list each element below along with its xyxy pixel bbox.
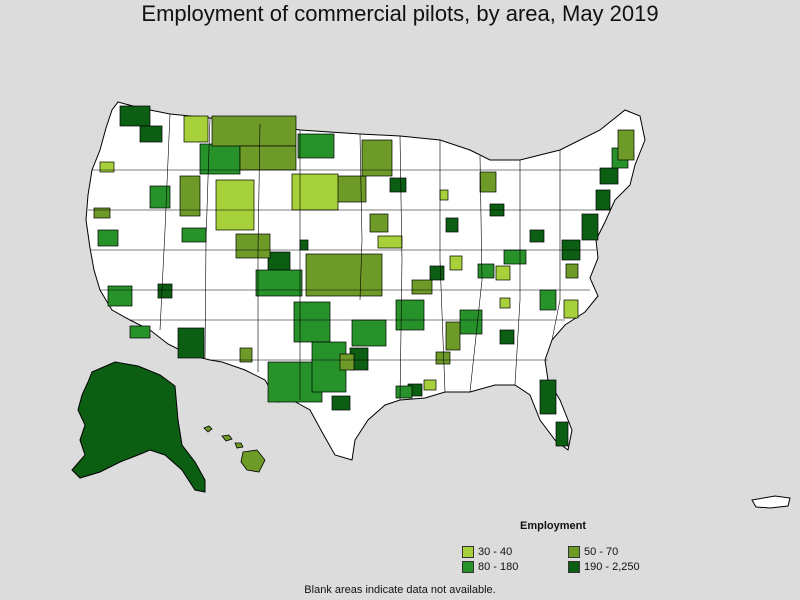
legend-item-50-70: 50 - 70 (568, 546, 678, 558)
legend-item-80-180: 80 - 180 (462, 561, 568, 573)
alaska-land (71, 361, 206, 493)
map-legend: Employment 30 - 40 50 - 70 80 - 180 190 … (462, 520, 662, 573)
areas-80-180 (97, 133, 629, 403)
areas-190-2250 (119, 105, 619, 447)
puerto-rico-land (751, 495, 791, 509)
hawaii-islands (203, 425, 266, 473)
legend-label: 50 - 70 (584, 546, 619, 558)
blank-areas-note: Blank areas indicate data not available. (304, 584, 496, 596)
legend-swatch (568, 546, 580, 558)
legend-item-190-2250: 190 - 2,250 (568, 561, 678, 573)
legend-swatch (462, 546, 474, 558)
map-title: Employment of commercial pilots, by area… (141, 1, 659, 26)
legend-item-30-40: 30 - 40 (462, 546, 568, 558)
area-boundaries (88, 113, 610, 401)
legend-title: Employment (520, 520, 587, 532)
legend-swatch (462, 561, 474, 573)
legend-label: 190 - 2,250 (584, 561, 640, 573)
legend-label: 30 - 40 (478, 546, 513, 558)
areas-30-40 (99, 115, 579, 391)
legend-label: 80 - 180 (478, 561, 519, 573)
areas-50-70 (93, 115, 635, 371)
legend-swatch (568, 561, 580, 573)
